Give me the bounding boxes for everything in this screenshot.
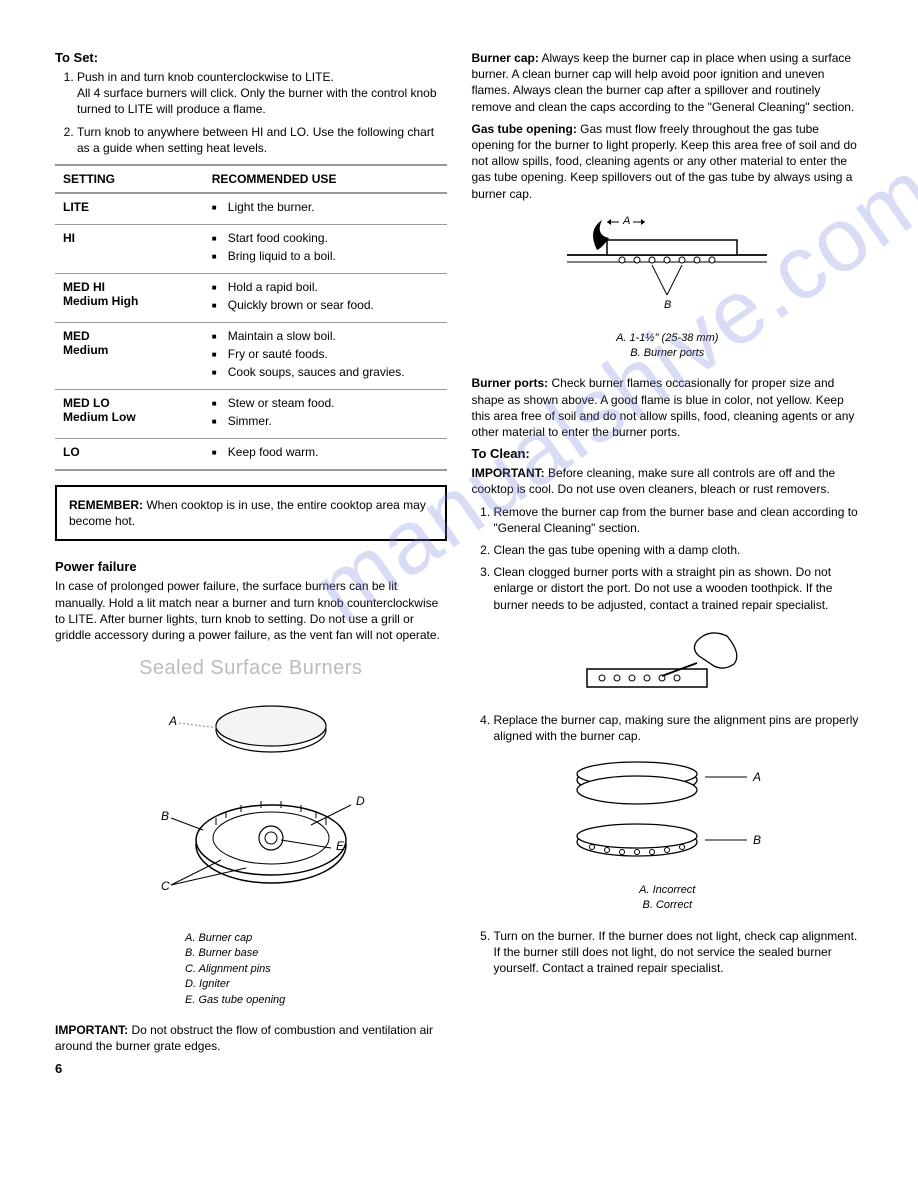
clean-step-5: Turn on the burner. If the burner does n… xyxy=(494,928,864,977)
important2-para: IMPORTANT: Before cleaning, make sure al… xyxy=(472,465,864,497)
flame-diagram: A B xyxy=(472,210,864,323)
clean-steps-cont2: Turn on the burner. If the burner does n… xyxy=(472,928,864,977)
table-row: LITE Light the burner. xyxy=(55,193,447,225)
burner-diagram: A B C D E xyxy=(55,690,447,923)
setting-sub: Medium High xyxy=(63,294,138,308)
setting-sub: Medium xyxy=(63,343,108,357)
to-clean-heading: To Clean: xyxy=(472,446,864,461)
clean-steps-cont: Replace the burner cap, making sure the … xyxy=(472,712,864,744)
right-column: Burner cap: Always keep the burner cap i… xyxy=(472,50,864,1060)
use-item: Stew or steam food. xyxy=(212,396,439,410)
table-row: HI Start food cooking. Bring liquid to a… xyxy=(55,224,447,273)
table-row: MED HIMedium High Hold a rapid boil. Qui… xyxy=(55,273,447,322)
use-item: Light the burner. xyxy=(212,200,439,214)
flame-legend: A. 1-1½" (25-38 mm) B. Burner ports xyxy=(472,331,864,362)
use-item: Start food cooking. xyxy=(212,231,439,245)
table-row: MED LOMedium Low Stew or steam food. Sim… xyxy=(55,389,447,438)
to-set-heading: To Set: xyxy=(55,50,447,65)
clean-step-1: Remove the burner cap from the burner ba… xyxy=(494,504,864,536)
settings-table: SETTING RECOMMENDED USE LITE Light the b… xyxy=(55,164,447,471)
sealed-burners-title: Sealed Surface Burners xyxy=(55,657,447,680)
alignment-diagram: A B xyxy=(472,752,864,875)
setting-name: MED xyxy=(63,329,90,343)
use-item: Fry or sauté foods. xyxy=(212,347,439,361)
svg-text:B: B xyxy=(161,809,169,823)
svg-text:B: B xyxy=(664,299,671,311)
burner-ports-para: Burner ports: Check burner flames occasi… xyxy=(472,375,864,440)
pin-diagram xyxy=(472,621,864,704)
legend-e: E. Gas tube opening xyxy=(185,993,447,1008)
legend-a: A. 1-1½" (25-38 mm) xyxy=(472,331,864,346)
setting-name: HI xyxy=(63,231,75,245)
clean-steps: Remove the burner cap from the burner ba… xyxy=(472,504,864,613)
burner-cap-para: Burner cap: Always keep the burner cap i… xyxy=(472,50,864,115)
svg-text:A: A xyxy=(752,770,761,784)
use-item: Quickly brown or sear food. xyxy=(212,298,439,312)
clean-step-4: Replace the burner cap, making sure the … xyxy=(494,712,864,744)
svg-text:E: E xyxy=(336,839,345,853)
step-2: Turn knob to anywhere between HI and LO.… xyxy=(77,124,447,156)
table-row: MEDMedium Maintain a slow boil. Fry or s… xyxy=(55,322,447,389)
legend-d: D. Igniter xyxy=(185,977,447,992)
legend-b: B. Burner ports xyxy=(472,346,864,361)
alignment-legend: A. Incorrect B. Correct xyxy=(472,883,864,914)
gas-tube-label: Gas tube opening: xyxy=(472,122,577,136)
th-setting: SETTING xyxy=(55,165,204,193)
legend-c: C. Alignment pins xyxy=(185,962,447,977)
setting-name: LO xyxy=(63,445,80,459)
page-number: 6 xyxy=(55,1061,62,1076)
legend-b: B. Correct xyxy=(472,898,864,913)
burner-legend: A. Burner cap B. Burner base C. Alignmen… xyxy=(185,931,447,1008)
important-note: IMPORTANT: Do not obstruct the flow of c… xyxy=(55,1022,447,1054)
gas-tube-para: Gas tube opening: Gas must flow freely t… xyxy=(472,121,864,202)
setting-sub: Medium Low xyxy=(63,410,136,424)
table-row: LO Keep food warm. xyxy=(55,438,447,470)
svg-text:A: A xyxy=(168,714,177,728)
burner-ports-label: Burner ports: xyxy=(472,376,549,390)
step-1b: All 4 surface burners will click. Only t… xyxy=(77,86,437,116)
svg-text:B: B xyxy=(753,833,761,847)
setting-name: LITE xyxy=(63,200,89,214)
use-item: Bring liquid to a boil. xyxy=(212,249,439,263)
setting-name: MED LO xyxy=(63,396,110,410)
clean-step-3: Clean clogged burner ports with a straig… xyxy=(494,564,864,613)
legend-a: A. Burner cap xyxy=(185,931,447,946)
legend-a: A. Incorrect xyxy=(472,883,864,898)
th-use: RECOMMENDED USE xyxy=(204,165,447,193)
use-item: Keep food warm. xyxy=(212,445,439,459)
left-column: To Set: Push in and turn knob counterclo… xyxy=(55,50,447,1060)
use-item: Simmer. xyxy=(212,414,439,428)
important2-label: IMPORTANT: xyxy=(472,466,545,480)
use-item: Cook soups, sauces and gravies. xyxy=(212,365,439,379)
step-1a: Push in and turn knob counterclockwise t… xyxy=(77,70,334,84)
power-failure-heading: Power failure xyxy=(55,559,447,574)
svg-text:D: D xyxy=(356,794,365,808)
legend-b: B. Burner base xyxy=(185,946,447,961)
clean-step-2: Clean the gas tube opening with a damp c… xyxy=(494,542,864,558)
svg-text:C: C xyxy=(161,879,170,893)
setting-name: MED HI xyxy=(63,280,105,294)
remember-label: REMEMBER: xyxy=(69,498,143,512)
use-item: Maintain a slow boil. xyxy=(212,329,439,343)
burner-cap-label: Burner cap: xyxy=(472,51,539,65)
svg-text:A: A xyxy=(622,215,630,227)
power-failure-text: In case of prolonged power failure, the … xyxy=(55,578,447,643)
use-item: Hold a rapid boil. xyxy=(212,280,439,294)
to-set-steps: Push in and turn knob counterclockwise t… xyxy=(55,69,447,156)
important-label: IMPORTANT: xyxy=(55,1023,128,1037)
remember-box: REMEMBER: When cooktop is in use, the en… xyxy=(55,485,447,541)
